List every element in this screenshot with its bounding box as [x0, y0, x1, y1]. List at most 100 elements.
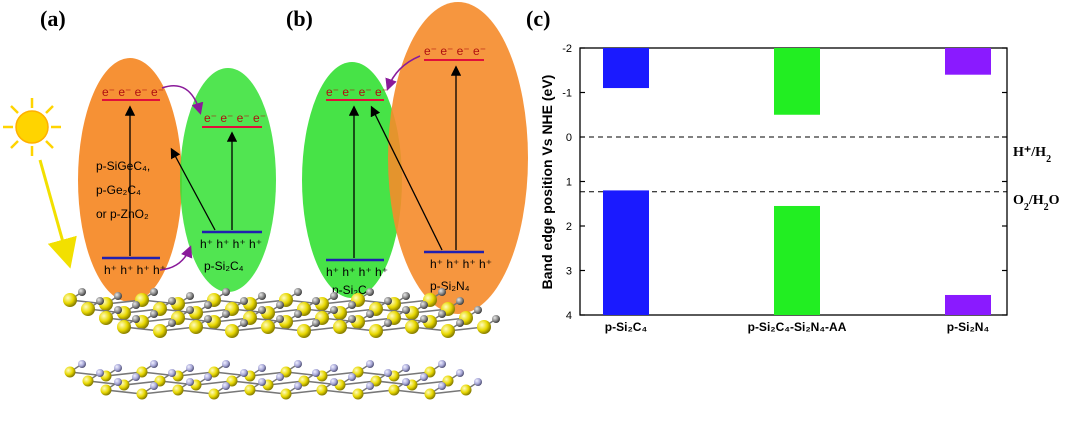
bond: [249, 371, 287, 377]
atom: [244, 384, 256, 396]
atom: [168, 319, 176, 327]
atom: [78, 288, 86, 296]
bond: [411, 380, 449, 386]
atom: [186, 364, 194, 372]
atom: [153, 324, 167, 338]
category-label: p-Si₂N₄: [947, 320, 990, 334]
band-edge-chart: Band edge position Vs NHE (eV) -2 -1 0 1 2 3 4…: [539, 43, 1060, 334]
conduction-band-bar: [774, 48, 820, 115]
right-material-label: p-Si₂C₄: [204, 259, 244, 273]
recombination-arrow: [170, 147, 216, 231]
light-arrow: [38, 159, 77, 269]
left-holes-label: h⁺ h⁺ h⁺ h⁺: [104, 263, 166, 277]
atom: [150, 382, 158, 390]
atom: [258, 292, 266, 300]
panel-b-tag: (b): [286, 6, 313, 31]
atom: [240, 369, 248, 377]
atom: [150, 288, 158, 296]
atom: [114, 378, 122, 386]
atom: [132, 301, 140, 309]
atom: [330, 292, 338, 300]
atom: [240, 319, 248, 327]
bond: [141, 389, 179, 395]
atom: [258, 306, 266, 314]
atom: [366, 288, 374, 296]
atom: [114, 292, 122, 300]
atom: [312, 319, 320, 327]
atom: [456, 319, 464, 327]
atom: [330, 306, 338, 314]
atom: [330, 378, 338, 386]
green-semiconductor-ellipse: [180, 68, 276, 292]
atom: [186, 306, 194, 314]
atom: [492, 315, 500, 323]
atom: [82, 375, 94, 387]
y-tick-label: 2: [566, 221, 572, 233]
bond: [357, 389, 395, 395]
atom: [405, 320, 419, 334]
category-label: p-Si₂C₄: [605, 320, 648, 334]
atom: [441, 324, 455, 338]
y-tick-label: -1: [562, 88, 572, 100]
atom: [172, 384, 184, 396]
panel-c-tag: (c): [526, 6, 550, 31]
right-electrons-label: e⁻ e⁻ e⁻ e⁻: [204, 111, 266, 125]
category-labels: p-Si₂C₄ p-Si₂C₄-Si₂N₄-AA p-Si₂N₄: [605, 320, 990, 334]
bond: [339, 380, 377, 386]
atom: [420, 373, 428, 381]
panel-c: (c) Band edge position Vs NHE (eV) -2 -1 0…: [526, 6, 1060, 334]
atom: [81, 302, 95, 316]
right-holes-label: h⁺ h⁺ h⁺ h⁺: [200, 237, 262, 251]
top-layer-si2c4: [63, 288, 500, 338]
left-electrons-label: e⁻ e⁻ e⁻ e⁻: [102, 85, 164, 99]
conduction-band-bar: [945, 48, 991, 75]
b-left-electrons-label: e⁻ e⁻ e⁻ e⁻: [326, 85, 388, 99]
y-axis-title: Band edge position Vs NHE (eV): [539, 75, 555, 290]
sun-icon: [3, 98, 61, 156]
atom: [438, 360, 446, 368]
atom: [132, 373, 140, 381]
atom: [78, 360, 86, 368]
atom: [420, 301, 428, 309]
valence-band-bar: [603, 190, 649, 315]
bond: [213, 389, 251, 395]
atom: [258, 378, 266, 386]
atom: [438, 288, 446, 296]
atom: [316, 384, 328, 396]
bond: [267, 380, 305, 386]
atom: [150, 360, 158, 368]
bond: [249, 389, 287, 395]
atom: [384, 319, 392, 327]
atom: [294, 382, 302, 390]
atom: [114, 364, 122, 372]
atom: [189, 320, 203, 334]
atom: [474, 378, 482, 386]
bond: [429, 389, 467, 395]
b-electron-transfer-arrow: [385, 55, 421, 91]
atom: [168, 369, 176, 377]
atom: [297, 324, 311, 338]
atom: [117, 320, 131, 334]
atom: [402, 378, 410, 386]
bottom-layer-si2n4: [64, 360, 482, 400]
conduction-band-bar: [603, 48, 649, 89]
left-material-line2: p-Ge₂C₄: [96, 183, 141, 197]
atom: [204, 301, 212, 309]
atom: [312, 297, 320, 305]
atom: [402, 306, 410, 314]
category-label: p-Si₂C₄-Si₂N₄-AA: [748, 320, 847, 334]
atom: [64, 366, 76, 378]
y-tick-label: -2: [562, 43, 572, 55]
atom: [96, 369, 104, 377]
atom: [204, 315, 212, 323]
b-left-material-label: p-Si₂C₄: [332, 283, 372, 297]
bond: [321, 371, 359, 377]
atom: [276, 315, 284, 323]
atom: [388, 384, 400, 396]
atom: [438, 310, 446, 318]
atom: [294, 360, 302, 368]
atom: [384, 369, 392, 377]
atom: [240, 297, 248, 305]
atom: [384, 297, 392, 305]
atom: [186, 378, 194, 386]
